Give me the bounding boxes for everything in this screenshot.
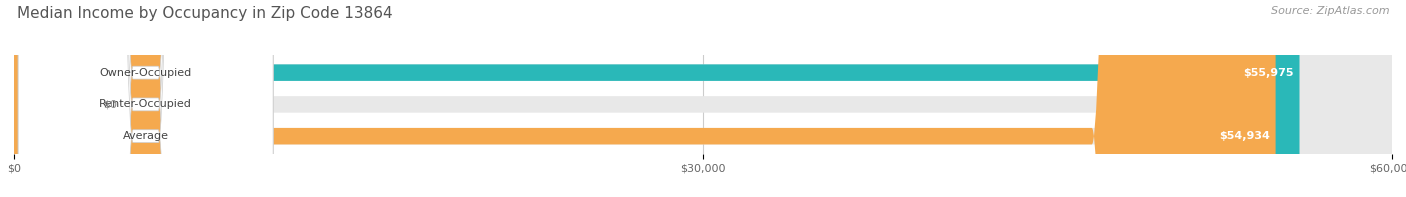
Text: Source: ZipAtlas.com: Source: ZipAtlas.com xyxy=(1271,6,1389,16)
Text: Median Income by Occupancy in Zip Code 13864: Median Income by Occupancy in Zip Code 1… xyxy=(17,6,392,21)
FancyBboxPatch shape xyxy=(14,0,1275,197)
FancyBboxPatch shape xyxy=(18,0,273,197)
FancyBboxPatch shape xyxy=(18,0,273,197)
Text: $0: $0 xyxy=(104,99,118,109)
Text: Renter-Occupied: Renter-Occupied xyxy=(100,99,193,109)
Text: $55,975: $55,975 xyxy=(1243,68,1294,78)
FancyBboxPatch shape xyxy=(14,0,1299,197)
FancyBboxPatch shape xyxy=(14,0,1392,197)
Text: Average: Average xyxy=(122,131,169,141)
Text: Owner-Occupied: Owner-Occupied xyxy=(100,68,191,78)
FancyBboxPatch shape xyxy=(18,0,273,197)
FancyBboxPatch shape xyxy=(14,0,76,197)
Text: $54,934: $54,934 xyxy=(1219,131,1270,141)
FancyBboxPatch shape xyxy=(14,0,1392,197)
FancyBboxPatch shape xyxy=(14,0,1392,197)
